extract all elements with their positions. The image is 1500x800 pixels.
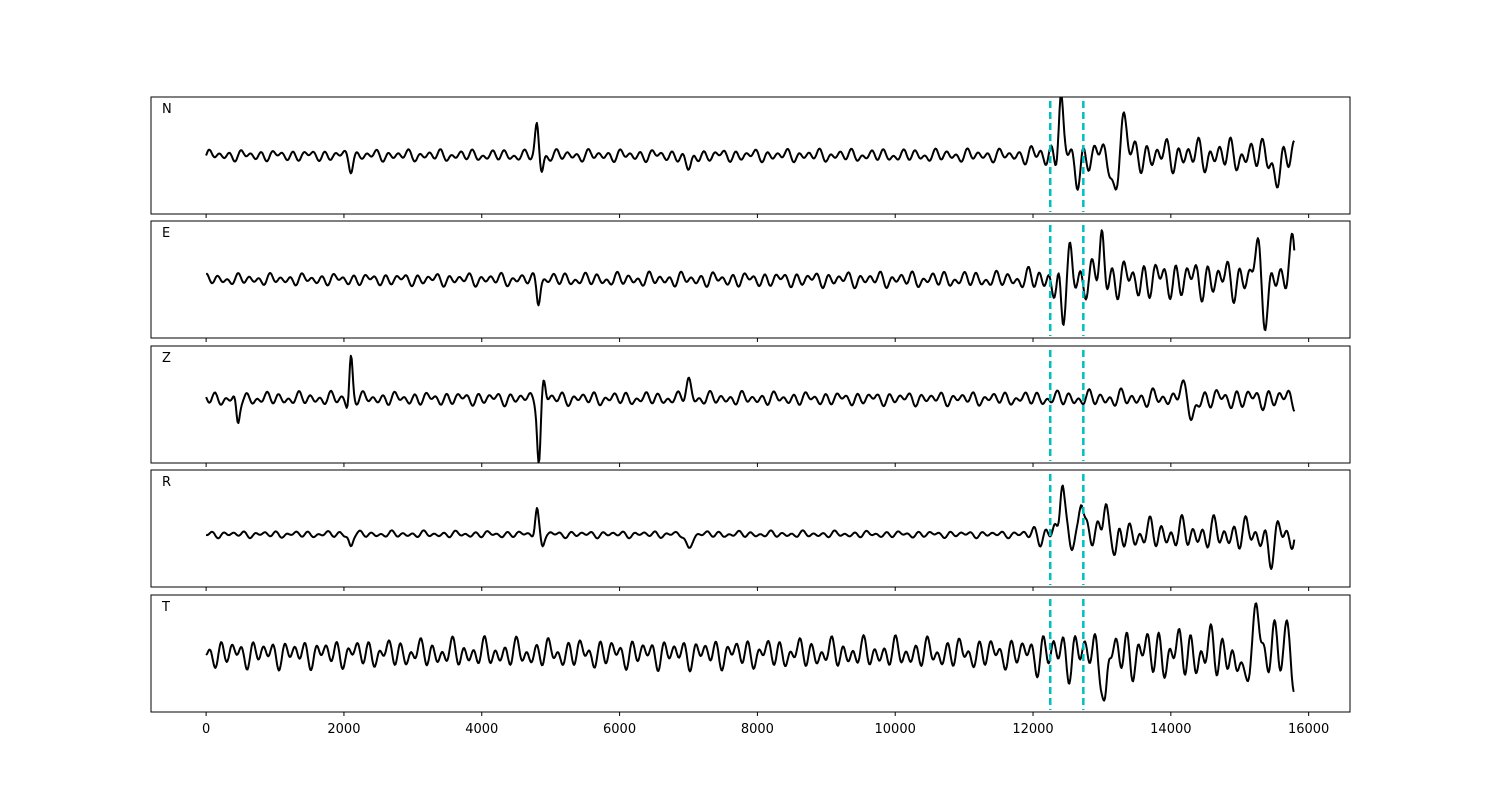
waveform-r [205,484,1296,570]
x-tick-label: 10000 [875,722,916,737]
waveform-z [205,354,1296,463]
panel-label-n: N [162,102,172,117]
panel-t: T [150,594,1351,716]
waveform-n [205,97,1295,191]
panel-label-e: E [162,226,170,241]
panels-group: N E Z R T [150,96,1351,716]
panel-frame [150,594,1351,713]
x-tick-label: 4000 [465,722,498,737]
x-tick-label: 2000 [327,722,360,737]
x-tick-label: 8000 [741,722,774,737]
x-tick-label: 12000 [1012,722,1053,737]
panel-frame [150,96,1351,215]
waveform-t [205,602,1295,702]
x-tick-label: 16000 [1288,722,1329,737]
panel-label-r: R [162,475,171,490]
panel-e: E [150,220,1351,342]
panel-frame [150,469,1351,588]
x-axis: 0 2000 4000 6000 8000 10000 12000 14000 16000 [202,722,1329,737]
x-tick-label: 0 [202,722,210,737]
panel-z: Z [150,345,1351,467]
panel-n: N [150,96,1351,218]
panel-label-z: Z [162,351,171,366]
panel-frame [150,220,1351,339]
panel-frame [150,345,1351,464]
panel-label-t: T [161,600,170,615]
waveform-e [205,229,1296,332]
panel-r: R [150,469,1351,591]
x-tick-label: 6000 [603,722,636,737]
x-tick-label: 14000 [1150,722,1191,737]
